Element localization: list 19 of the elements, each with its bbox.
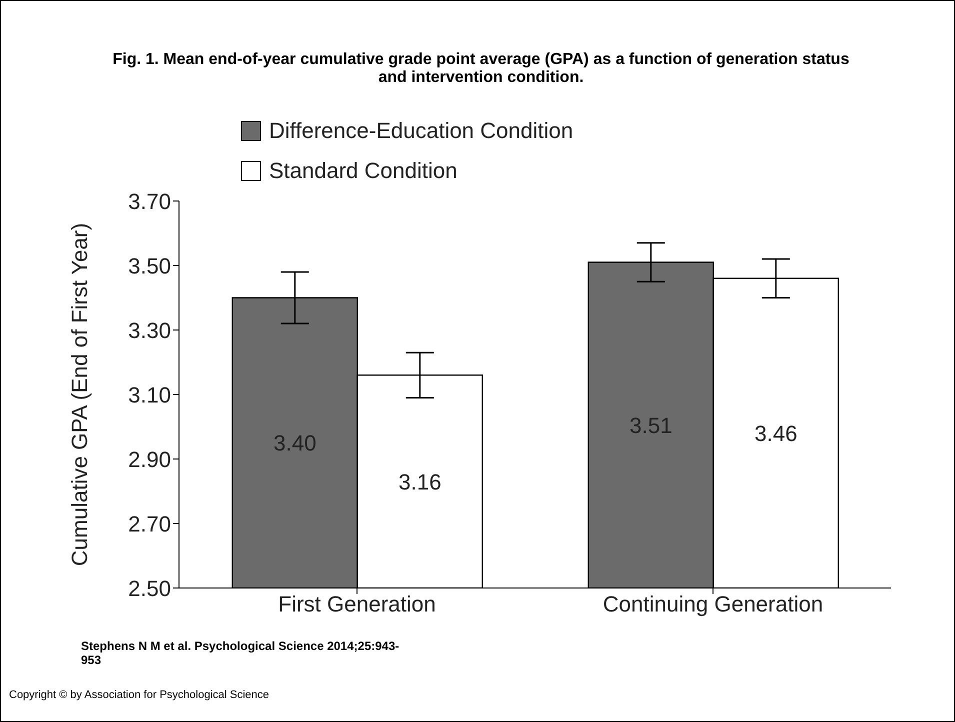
y-tick-label: 2.70 [128,511,171,536]
data-label: 3.16 [398,469,442,494]
y-axis-title: Cumulative GPA (End of First Year) [66,222,92,566]
y-tick-label: 3.30 [128,318,171,343]
text: Stephens N M et al. Psychological Science 2014;25:943-953 [81,639,400,667]
x-tick-label: Continuing Generation [602,592,824,617]
data-label: 3.40 [273,430,316,456]
data-label: 3.51 [629,412,672,438]
x-tick-label: First Generation [278,592,436,617]
y-tick-label: 3.10 [128,382,171,408]
y-tick-label: 3.70 [128,188,171,214]
legend-label: Difference-Education Condition [269,118,574,144]
y-tick-label: 3.50 [128,253,171,278]
y-tick-label: 2.50 [128,576,171,601]
chart-title: Fig. 1. Mean end-of-year cumulative grade point average (GPA) as a function of generation status and intervention condition. [112,51,850,87]
y-tick-label: 2.90 [128,446,171,472]
legend-label: Standard Condition [269,158,458,184]
text: Copyright © by Association for Psychological Science [9,689,270,701]
data-label: 3.46 [754,421,798,446]
